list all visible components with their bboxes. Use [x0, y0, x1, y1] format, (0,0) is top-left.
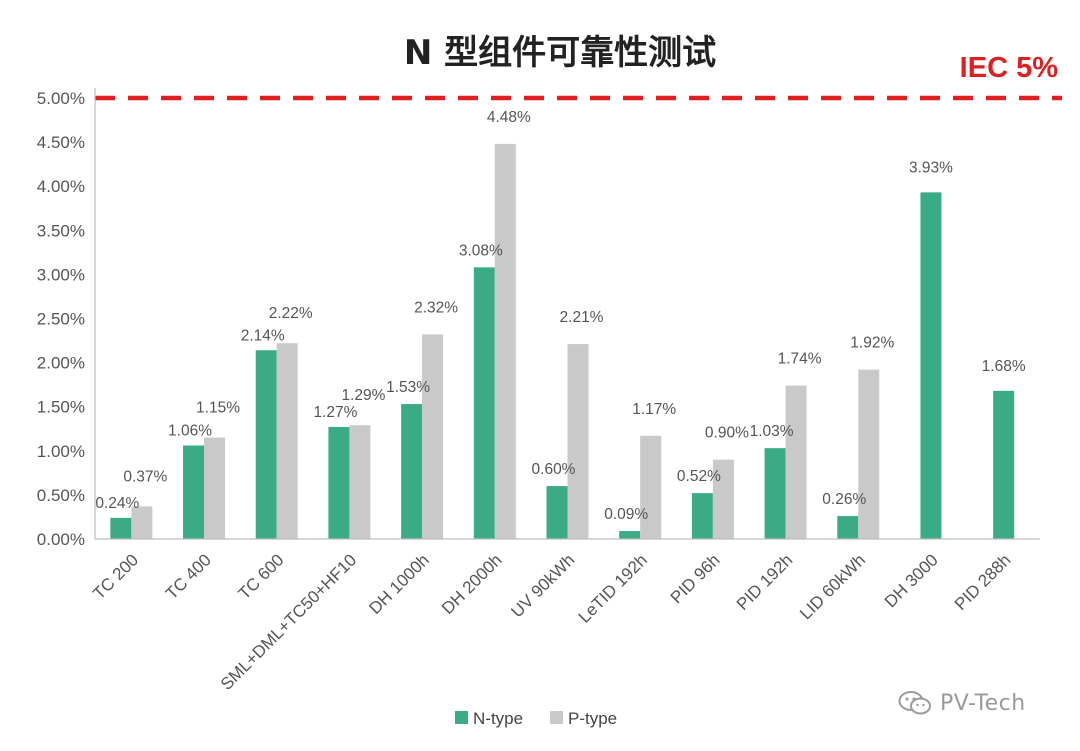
n-type-bar [183, 445, 205, 539]
x-tick-label: LID 60kWh [796, 550, 869, 623]
p-type-value-label: 1.15% [196, 400, 240, 417]
legend-label-n-type: N-type [473, 709, 523, 728]
n-type-value-label: 1.03% [750, 423, 794, 440]
n-type-bar [255, 350, 277, 539]
n-type-bar [401, 404, 423, 539]
n-type-bar [546, 486, 568, 539]
chart-title: N 型组件可靠性测试 [404, 33, 716, 73]
legend-label-p-type: P-type [568, 709, 617, 728]
n-type-value-label: 0.24% [95, 495, 139, 512]
x-tick-label: TC 600 [235, 550, 288, 603]
p-type-bar [785, 385, 807, 539]
p-type-bar [494, 143, 516, 539]
p-type-bar [640, 435, 662, 539]
p-type-value-label: 1.29% [341, 387, 385, 404]
n-type-bar [691, 493, 713, 539]
y-tick-label: 2.50% [37, 310, 85, 329]
p-type-bar [276, 343, 298, 539]
p-type-value-label: 0.90% [705, 425, 749, 442]
x-tick-label: PID 96h [667, 550, 724, 607]
p-type-value-label: 2.32% [414, 299, 458, 316]
p-type-value-label: 1.92% [850, 335, 894, 352]
n-type-value-label: 1.27% [313, 404, 357, 421]
y-tick-label: 5.00% [37, 89, 85, 108]
n-type-bar [619, 531, 641, 539]
n-type-bar [110, 517, 132, 539]
y-tick-label: 4.00% [37, 177, 85, 196]
n-type-value-label: 3.93% [909, 159, 953, 176]
y-tick-label: 1.50% [37, 398, 85, 417]
x-tick-label: SML+DML+TC50+HF10 [217, 550, 360, 693]
p-type-value-label: 4.48% [487, 109, 531, 126]
p-type-value-label: 2.22% [269, 305, 313, 322]
watermark: PV-Tech [898, 690, 1026, 716]
x-tick-label: DH 3000 [881, 550, 942, 611]
x-tick-label: PID 192h [733, 550, 797, 614]
p-type-value-label: 2.21% [560, 309, 604, 326]
n-type-value-label: 3.08% [459, 242, 503, 259]
n-type-bar [993, 390, 1015, 539]
legend-swatch-p-type [550, 711, 563, 724]
reference-line-label: IEC 5% [960, 52, 1059, 84]
y-tick-label: 0.00% [37, 530, 85, 549]
p-type-value-label: 0.37% [123, 468, 167, 485]
x-tick-label: TC 200 [89, 550, 142, 603]
n-type-value-label: 1.06% [168, 423, 212, 440]
n-type-bar [328, 426, 350, 539]
wechat-icon [898, 691, 931, 715]
y-tick-label: 1.00% [37, 442, 85, 461]
p-type-bar [567, 344, 589, 539]
n-type-value-label: 0.60% [532, 461, 576, 478]
n-type-value-label: 0.09% [604, 506, 648, 523]
p-type-bar [858, 369, 880, 539]
n-type-value-label: 1.68% [982, 358, 1026, 375]
n-type-value-label: 0.26% [822, 491, 866, 508]
y-tick-label: 0.50% [37, 486, 85, 505]
x-tick-label: DH 1000h [365, 550, 433, 618]
x-tick-label: PID 288h [951, 550, 1015, 614]
n-type-value-label: 1.53% [386, 379, 430, 396]
p-type-value-label: 1.74% [778, 351, 822, 368]
x-tick-label: UV 90kWh [507, 550, 578, 621]
legend-swatch-n-type [455, 711, 468, 724]
n-type-value-label: 2.14% [241, 327, 285, 344]
n-type-bar [764, 448, 786, 539]
n-type-value-label: 0.52% [677, 468, 721, 485]
p-type-bar [712, 459, 734, 539]
y-tick-label: 3.00% [37, 265, 85, 284]
y-tick-label: 3.50% [37, 221, 85, 240]
n-type-bar [473, 267, 495, 539]
watermark-text: PV-Tech [940, 690, 1026, 716]
x-tick-label: LeTID 192h [575, 550, 651, 626]
p-type-bar [131, 506, 153, 539]
n-type-bar [837, 516, 859, 539]
y-tick-label: 2.00% [37, 354, 85, 373]
p-type-bar [349, 425, 371, 539]
x-tick-label: TC 400 [162, 550, 215, 603]
y-tick-label: 4.50% [37, 133, 85, 152]
x-tick-label: DH 2000h [438, 550, 506, 618]
p-type-bar [204, 437, 226, 539]
p-type-bar [422, 334, 444, 539]
p-type-value-label: 1.17% [632, 401, 676, 418]
n-type-bar [920, 192, 942, 539]
